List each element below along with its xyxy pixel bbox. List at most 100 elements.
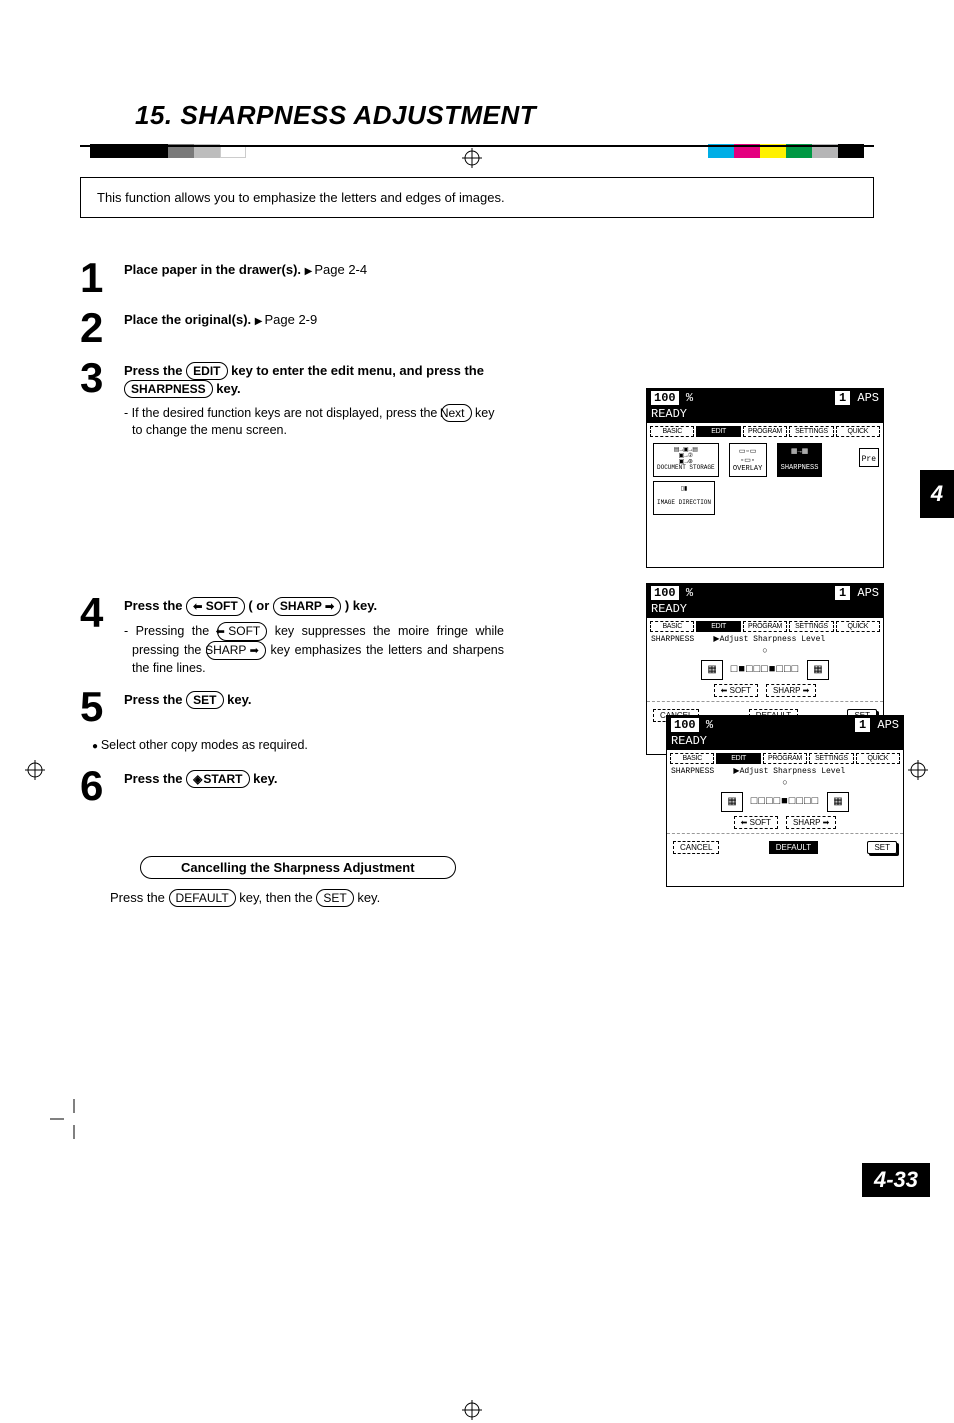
- sharp-image-icon: ▦: [807, 660, 828, 680]
- lcd-edit-menu: 100 % 1 APS READY BASIC EDIT PROGRAM SET…: [646, 388, 884, 568]
- step-number: 4: [80, 593, 124, 633]
- step1-lead: Place paper in the drawer(s).: [124, 262, 301, 277]
- lcd-tab-quick[interactable]: QUICK: [836, 621, 880, 632]
- lcd-icon-imagedir[interactable]: ▯▮IMAGE DIRECTION: [653, 481, 715, 515]
- step-2: 2 Place the original(s). Page 2-9: [80, 308, 874, 348]
- sharpness-slider[interactable]: □■□□□■□□□: [731, 664, 799, 676]
- step-number: 1: [80, 258, 124, 298]
- step-number: 6: [80, 766, 124, 806]
- lcd-adj-label: ▶Adjust Sharpness Level: [733, 767, 845, 776]
- lcd-tab-quick[interactable]: QUICK: [856, 753, 900, 764]
- step4-text: Press the: [124, 598, 186, 613]
- step6-text: key.: [250, 771, 278, 786]
- step-number: 5: [80, 687, 124, 727]
- lcd-tab-quick[interactable]: QUICK: [836, 426, 880, 437]
- arrow-right-icon: [325, 599, 334, 613]
- lcd-count: 1: [835, 391, 850, 405]
- lcd-zoom: 100: [651, 586, 679, 600]
- soft-image-icon: ▦: [721, 792, 742, 812]
- step-1: 1 Place paper in the drawer(s). Page 2-4: [80, 258, 874, 298]
- default-key: DEFAULT: [169, 889, 236, 907]
- title-rule: [80, 145, 874, 147]
- lcd-tab-program[interactable]: PROGRAM: [743, 621, 787, 632]
- cancel-heading: Cancelling the Sharpness Adjustment: [140, 856, 456, 879]
- registration-mark-bottom: [462, 1400, 482, 1423]
- lcd-tab-program[interactable]: PROGRAM: [763, 753, 807, 764]
- lcd-aps: APS: [857, 391, 879, 405]
- sharp-key: SHARP: [206, 641, 266, 660]
- lcd-sharp-button[interactable]: SHARP ➡: [786, 816, 836, 829]
- slider-marker: ○: [667, 778, 903, 788]
- lcd-zoom: 100: [671, 718, 699, 732]
- sharp-image-icon: ▦: [827, 792, 848, 812]
- chapter-tab: 4: [920, 470, 954, 518]
- step3-note: - If the desired function keys are not d…: [124, 406, 441, 420]
- soft-key: SOFT: [186, 597, 245, 616]
- registration-mark-right: [908, 760, 928, 783]
- lcd-ready: READY: [667, 734, 903, 750]
- lcd-sharpness-default: 100 % 1 APS READY BASIC EDIT PROGRAM SET…: [666, 715, 904, 887]
- step2-ref: Page 2-9: [264, 312, 317, 327]
- set-key: SET: [186, 691, 223, 709]
- lcd-sharp-label: SHARPNESS: [651, 635, 694, 644]
- sharpness-slider[interactable]: □□□□■□□□□: [751, 796, 819, 808]
- sharpness-key: SHARPNESS: [124, 380, 213, 398]
- step4-text: ) key.: [341, 598, 377, 613]
- start-key: START: [186, 770, 249, 788]
- step5-text: Press the: [124, 692, 186, 707]
- intro-box: This function allows you to emphasize th…: [80, 177, 874, 218]
- lcd-tab-basic[interactable]: BASIC: [650, 621, 694, 632]
- lcd-tab-edit[interactable]: EDIT: [696, 426, 740, 437]
- lcd-icon-overlay[interactable]: ▭▫▭▫▭▫OVERLAY: [729, 443, 767, 477]
- lcd-sharp-button[interactable]: SHARP ➡: [766, 684, 816, 697]
- lcd-ready: READY: [647, 602, 883, 618]
- chapter-title: 15. SHARPNESS ADJUSTMENT: [135, 100, 874, 131]
- lcd-tab-edit[interactable]: EDIT: [696, 621, 740, 632]
- step1-ref: Page 2-4: [314, 262, 367, 277]
- page-number: 4-33: [862, 1163, 930, 1197]
- edit-key: EDIT: [186, 362, 227, 380]
- lcd-tab-basic[interactable]: BASIC: [650, 426, 694, 437]
- soft-image-icon: ▦: [701, 660, 722, 680]
- lcd-pct: %: [686, 391, 693, 405]
- step6-text: Press the: [124, 771, 186, 786]
- step3-text: key to enter the edit menu, and press th…: [228, 363, 484, 378]
- lcd-pre-button[interactable]: Pre: [859, 448, 879, 467]
- lcd-tab-program[interactable]: PROGRAM: [743, 426, 787, 437]
- lcd-icon-docstorage[interactable]: ▤→▣→▤▣→②▣→⊛DOCUMENT STORAGE: [653, 443, 719, 477]
- lcd-tab-settings[interactable]: SETTINGS: [809, 753, 853, 764]
- lcd-set-button[interactable]: SET: [867, 841, 897, 854]
- lcd-ready: READY: [647, 407, 883, 423]
- step2-lead: Place the original(s).: [124, 312, 251, 327]
- step-number: 3: [80, 358, 124, 398]
- lcd-zoom: 100: [651, 391, 679, 405]
- soft-key: SOFT: [217, 622, 268, 641]
- lcd-soft-button[interactable]: ⬅ SOFT: [734, 816, 778, 829]
- lcd-icon-sharpness[interactable]: ▦→▦SHARPNESS: [777, 443, 823, 477]
- diamond-icon: [193, 772, 203, 786]
- lcd-tab-edit[interactable]: EDIT: [716, 753, 760, 764]
- lcd-tab-basic[interactable]: BASIC: [670, 753, 714, 764]
- step3-text: key.: [213, 381, 241, 396]
- lcd-adj-label: ▶Adjust Sharpness Level: [713, 635, 825, 644]
- lcd-default-button[interactable]: DEFAULT: [769, 841, 818, 854]
- step5-text: key.: [224, 692, 252, 707]
- page-ref-icon: [305, 262, 315, 277]
- step4-sub: - Pressing the: [124, 624, 217, 638]
- set-key: SET: [316, 889, 353, 907]
- lcd-tab-settings[interactable]: SETTINGS: [789, 426, 833, 437]
- lcd-count: 1: [855, 718, 870, 732]
- sharp-key: SHARP: [273, 597, 341, 616]
- slider-marker: ○: [647, 646, 883, 656]
- lcd-count: 1: [835, 586, 850, 600]
- lcd-sharp-label: SHARPNESS: [671, 767, 714, 776]
- next-key: Next: [441, 404, 472, 422]
- registration-mark-left: [25, 760, 45, 783]
- lcd-tab-settings[interactable]: SETTINGS: [789, 621, 833, 632]
- step3-text: Press the: [124, 363, 186, 378]
- step4-text: ( or: [245, 598, 273, 613]
- intro-text: This function allows you to emphasize th…: [97, 190, 505, 205]
- cancel-text: Press the DEFAULT key, then the SET key.: [110, 889, 874, 907]
- lcd-cancel-button[interactable]: CANCEL: [673, 841, 719, 854]
- lcd-soft-button[interactable]: ⬅ SOFT: [714, 684, 758, 697]
